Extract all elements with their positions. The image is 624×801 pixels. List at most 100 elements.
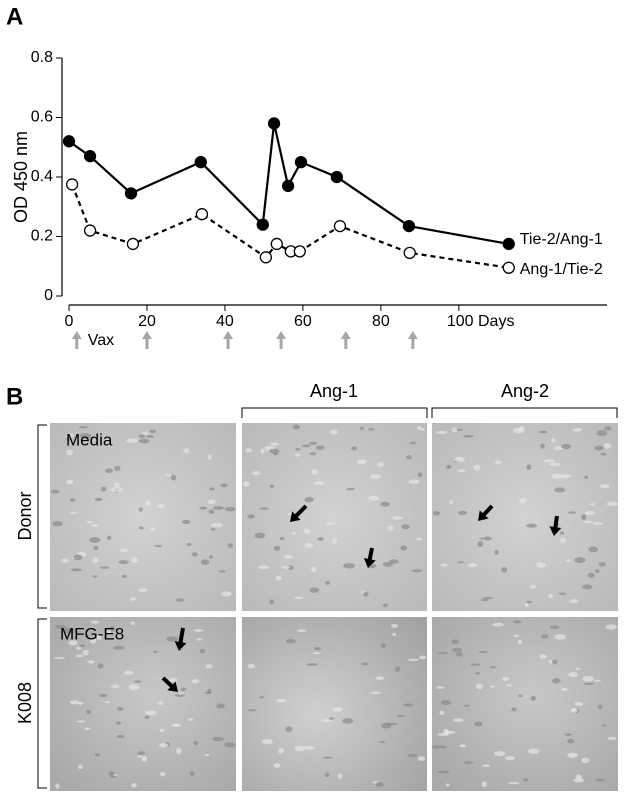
- cell: [309, 441, 318, 445]
- cell: [559, 531, 565, 535]
- cell: [600, 452, 607, 456]
- cell: [443, 728, 449, 735]
- cell: [408, 658, 419, 662]
- cell: [220, 591, 232, 597]
- cell: [560, 687, 568, 692]
- cell: [176, 748, 182, 754]
- vax-arrow-head: [71, 331, 82, 339]
- cell: [110, 684, 120, 688]
- cell: [480, 598, 489, 602]
- cell: [436, 686, 445, 689]
- cell: [110, 625, 115, 632]
- cell: [363, 591, 369, 597]
- micrograph: [50, 423, 236, 611]
- cell: [311, 566, 317, 572]
- cell: [285, 726, 293, 732]
- cell: [455, 652, 464, 657]
- cell: [243, 481, 250, 487]
- cell: [138, 507, 143, 512]
- cell: [581, 514, 587, 520]
- cell: [368, 495, 380, 501]
- cell: [505, 756, 515, 761]
- cell: [554, 634, 567, 640]
- cell: [368, 428, 375, 431]
- cell: [538, 430, 548, 434]
- cell: [474, 721, 483, 727]
- cell: [76, 720, 86, 723]
- cell: [304, 496, 314, 503]
- cell: [180, 687, 187, 691]
- cell: [457, 469, 466, 473]
- cell: [199, 648, 206, 654]
- cell: [269, 599, 275, 605]
- cell: [370, 691, 381, 695]
- cell: [377, 462, 384, 467]
- cell: [175, 598, 185, 602]
- cell: [312, 651, 320, 655]
- cell: [117, 706, 124, 711]
- cell: [343, 562, 356, 569]
- cell: [457, 561, 465, 564]
- cell: [454, 456, 465, 463]
- micrographs: [50, 423, 619, 791]
- cell: [380, 642, 387, 649]
- cell: [93, 545, 99, 551]
- cell: [375, 676, 385, 681]
- cell: [245, 448, 252, 453]
- cell: [574, 557, 586, 564]
- cell: [389, 559, 399, 564]
- cell: [375, 781, 384, 788]
- cell: [94, 497, 103, 502]
- cell: [407, 754, 418, 758]
- cell: [489, 666, 497, 669]
- cell: [204, 691, 212, 694]
- cell: [441, 746, 448, 749]
- cell: [475, 672, 481, 675]
- data-point: [83, 150, 97, 163]
- cell: [199, 506, 207, 510]
- cell: [208, 555, 214, 559]
- cell: [324, 522, 335, 525]
- y-tick-label: 0.8: [31, 49, 53, 66]
- cell: [281, 566, 291, 569]
- cell: [559, 474, 572, 479]
- cell: [196, 638, 203, 641]
- cell: [193, 629, 204, 632]
- cell: [247, 514, 255, 519]
- cell: [207, 499, 216, 505]
- cell: [540, 443, 545, 449]
- cell: [359, 427, 364, 430]
- cell: [382, 603, 388, 608]
- cell: [174, 693, 185, 697]
- cell: [584, 510, 596, 516]
- cell: [581, 757, 590, 764]
- cell: [507, 782, 520, 785]
- cell: [78, 425, 88, 429]
- cell: [607, 736, 617, 741]
- cell: [548, 462, 561, 467]
- cell: [342, 718, 354, 724]
- cell: [449, 500, 454, 505]
- cell: [291, 531, 296, 535]
- cell: [596, 430, 608, 437]
- cell: [567, 738, 575, 744]
- cell: [303, 528, 311, 535]
- cell: [157, 504, 165, 509]
- cell: [590, 503, 595, 506]
- cell: [560, 537, 566, 543]
- vax-arrow-head: [141, 331, 152, 339]
- cell: [138, 588, 148, 593]
- cell: [396, 714, 405, 718]
- cell: [435, 430, 448, 434]
- column-label: Ang-1: [310, 381, 358, 401]
- cell: [482, 764, 491, 768]
- cell: [295, 447, 301, 451]
- cell: [356, 459, 368, 465]
- cell: [193, 740, 198, 746]
- micrograph: [432, 423, 618, 611]
- cell: [260, 448, 265, 454]
- cell: [329, 717, 334, 720]
- cell: [530, 695, 536, 701]
- data-point: [270, 237, 283, 251]
- cell: [142, 431, 150, 435]
